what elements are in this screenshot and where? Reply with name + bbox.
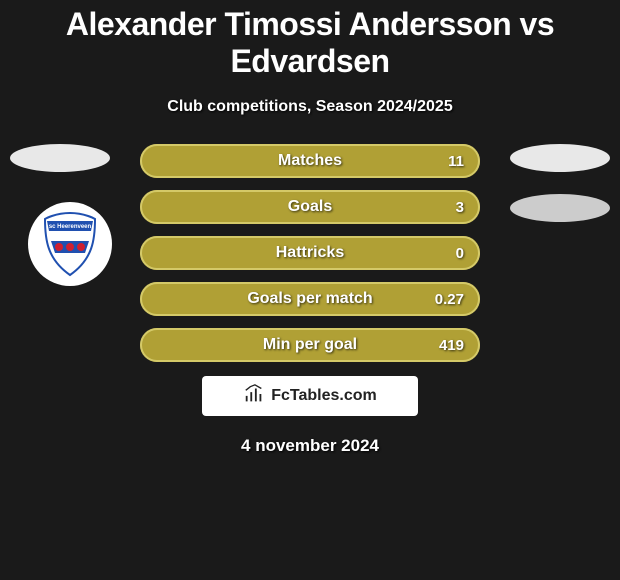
stat-bar: Goals 3 xyxy=(140,190,480,224)
stat-bar-value: 11 xyxy=(448,153,464,170)
stat-bar-value: 0.27 xyxy=(435,291,464,308)
subtitle: Club competitions, Season 2024/2025 xyxy=(0,98,620,116)
date-text: 4 november 2024 xyxy=(0,436,620,456)
stat-bar-label: Min per goal xyxy=(263,336,357,354)
page-title: Alexander Timossi Andersson vs Edvardsen xyxy=(0,0,620,80)
player-badge-left-oval xyxy=(10,144,110,172)
stat-bar-label: Goals per match xyxy=(247,290,372,308)
player-badge-right-oval-1 xyxy=(510,144,610,172)
heerenveen-crest-icon: sc Heerenveen xyxy=(35,209,105,279)
stat-bar-label: Goals xyxy=(288,198,332,216)
stat-bar-label: Hattricks xyxy=(276,244,344,262)
fctables-logo-text: FcTables.com xyxy=(271,387,377,405)
stat-bar: Matches 11 xyxy=(140,144,480,178)
stat-bar: Goals per match 0.27 xyxy=(140,282,480,316)
stat-bars: Matches 11 Goals 3 Hattricks 0 Goals per match… xyxy=(140,144,480,362)
fctables-logo[interactable]: FcTables.com xyxy=(202,376,418,416)
stat-bar-value: 3 xyxy=(456,199,464,216)
comparison-panel: sc Heerenveen Matches 11 Goals 3 Hattricks 0 G… xyxy=(0,144,620,456)
stat-bar-value: 419 xyxy=(439,337,464,354)
player-badge-right-oval-2 xyxy=(510,194,610,222)
club-badge: sc Heerenveen xyxy=(28,202,112,286)
stat-bar-value: 0 xyxy=(456,245,464,262)
svg-text:sc Heerenveen: sc Heerenveen xyxy=(49,224,92,230)
stat-bar: Hattricks 0 xyxy=(140,236,480,270)
stat-bar-label: Matches xyxy=(278,152,342,170)
stat-bar: Min per goal 419 xyxy=(140,328,480,362)
chart-icon xyxy=(243,383,265,410)
